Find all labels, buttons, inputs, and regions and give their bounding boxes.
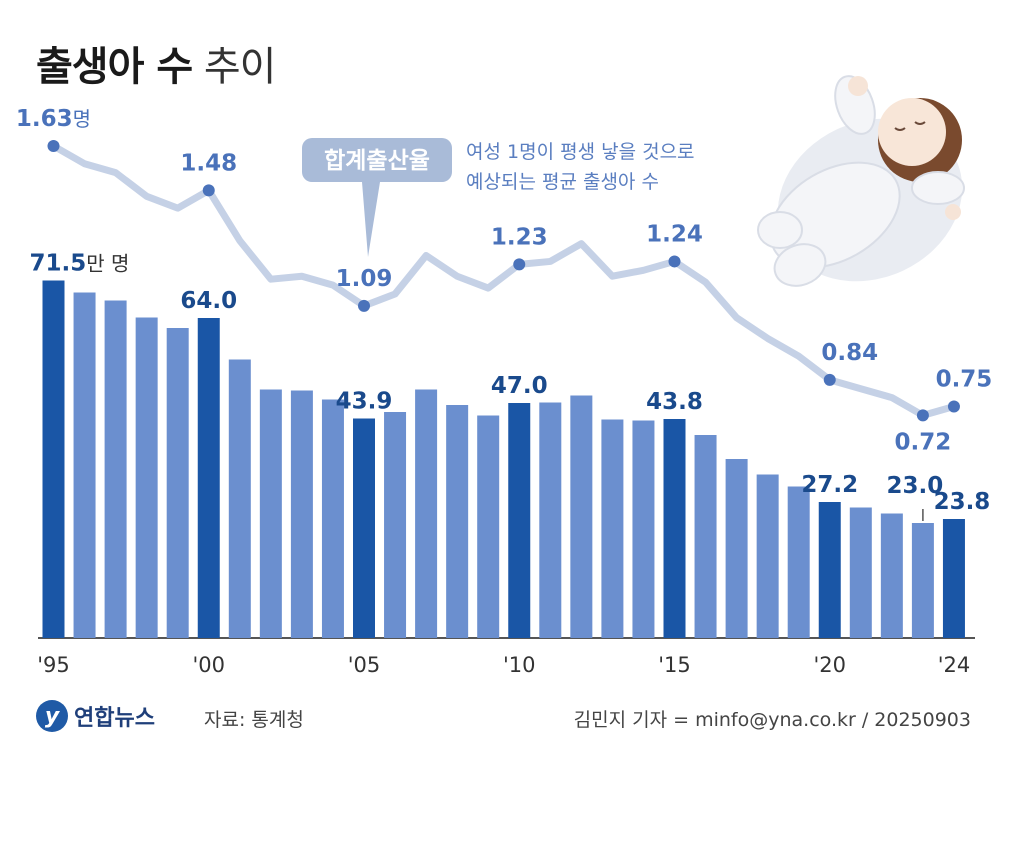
logo-text: 연합뉴스 xyxy=(74,706,155,731)
bar-2010 xyxy=(508,403,531,638)
bar-label-2015: 43.8 xyxy=(646,389,703,415)
bar-label-2023: 23.0 xyxy=(887,473,944,499)
callout-desc-2: 예상되는 평균 출생아 수 xyxy=(466,171,659,193)
bar-2001 xyxy=(228,359,251,638)
x-ticks-group: '95 '00 '05 '10 '15 '20 '24 xyxy=(37,653,970,677)
bar-2011 xyxy=(539,402,562,638)
x-tick-2024: '24 xyxy=(938,653,971,677)
callout-label: 합계출산율 xyxy=(324,148,430,174)
bar-2007 xyxy=(415,389,438,638)
bar-label-2010: 47.0 xyxy=(491,373,548,399)
tfr-label-2000: 1.48 xyxy=(180,150,237,176)
bar-2020 xyxy=(818,502,841,638)
tfr-point-2024 xyxy=(947,400,960,413)
tfr-point-2015 xyxy=(668,255,681,268)
x-tick-1995: '95 xyxy=(37,653,70,677)
source-text: 자료: 통계청 xyxy=(204,709,304,731)
tfr-point-2023 xyxy=(916,409,929,422)
bar-2013 xyxy=(601,419,624,638)
callout-desc-1: 여성 1명이 평생 낳을 것으로 xyxy=(466,141,695,163)
credit-text: 김민지 기자 = minfo@yna.co.kr / 20250903 xyxy=(573,709,971,731)
bar-2017 xyxy=(725,459,748,638)
chart-title: 출생아 수 추이 xyxy=(36,34,277,92)
bar-2014 xyxy=(632,420,655,638)
tfr-label-2020: 0.84 xyxy=(821,340,878,366)
x-tick-2015: '15 xyxy=(658,653,691,677)
bar-1997 xyxy=(104,300,127,638)
bar-2022 xyxy=(880,513,903,638)
x-tick-2005: '05 xyxy=(348,653,381,677)
bar-2019 xyxy=(787,486,810,638)
tfr-line-group xyxy=(47,140,960,422)
tfr-point-2010 xyxy=(513,258,526,271)
bar-2005 xyxy=(353,418,375,638)
tfr-label-2024: 0.75 xyxy=(936,366,993,392)
bar-1999 xyxy=(166,328,189,638)
bar-2024 xyxy=(942,519,965,638)
bar-1995 xyxy=(42,280,65,638)
bar-2006 xyxy=(384,412,407,638)
baby-illustration xyxy=(757,75,965,287)
x-tick-2020: '20 xyxy=(814,653,847,677)
tfr-point-1995 xyxy=(47,140,60,152)
bar-label-2024: 23.8 xyxy=(934,489,991,515)
bar-2015 xyxy=(663,419,686,638)
bar-2009 xyxy=(477,415,500,638)
bar-2004 xyxy=(321,399,344,638)
bar-2018 xyxy=(756,474,779,638)
bars-group xyxy=(42,280,965,638)
bar-label-2005: 43.9 xyxy=(336,389,393,415)
tfr-point-2005 xyxy=(358,299,370,312)
tfr-point-2020 xyxy=(823,373,836,386)
yonhap-logo-icon: y xyxy=(36,700,68,732)
bar-2003 xyxy=(290,390,313,638)
bar-1998 xyxy=(135,317,158,638)
bar-2008 xyxy=(446,405,469,638)
title-light: 추이 xyxy=(203,44,277,90)
bar-1996 xyxy=(73,292,96,638)
bar-2002 xyxy=(259,389,282,638)
bar-2012 xyxy=(570,395,593,638)
bar-2016 xyxy=(694,435,717,638)
tfr-label-1995: 1.63명 xyxy=(16,106,91,132)
bar-label-2000: 64.0 xyxy=(180,288,237,314)
tfr-callout: 합계출산율 여성 1명이 평생 낳을 것으로 예상되는 평균 출생아 수 xyxy=(302,138,695,257)
publisher-logo: y 연합뉴스 xyxy=(36,700,155,732)
x-tick-2000: '00 xyxy=(193,653,226,677)
tfr-label-2010: 1.23 xyxy=(491,224,548,250)
bar-label-2020: 27.2 xyxy=(801,472,858,498)
bar-2023 xyxy=(911,523,934,638)
tfr-label-2015: 1.24 xyxy=(646,221,703,247)
tfr-point-2000 xyxy=(202,184,215,197)
bar-label-1995: 71.5만 명 xyxy=(30,251,130,277)
bar-unit-label: 만 명 xyxy=(86,252,129,276)
tfr-label-2023: 0.72 xyxy=(895,429,952,455)
tfr-unit-label: 명 xyxy=(73,107,91,131)
x-tick-2010: '10 xyxy=(503,653,536,677)
bar-2000 xyxy=(197,318,220,638)
tfr-label-2005: 1.09 xyxy=(336,266,393,292)
labels-group: 71.5만 명 64.0 43.9 47.0 43.8 27.2 23.023.8 1.63명… xyxy=(16,106,992,521)
bar-2021 xyxy=(849,507,872,638)
title-bold: 출생아 수 xyxy=(36,44,193,90)
